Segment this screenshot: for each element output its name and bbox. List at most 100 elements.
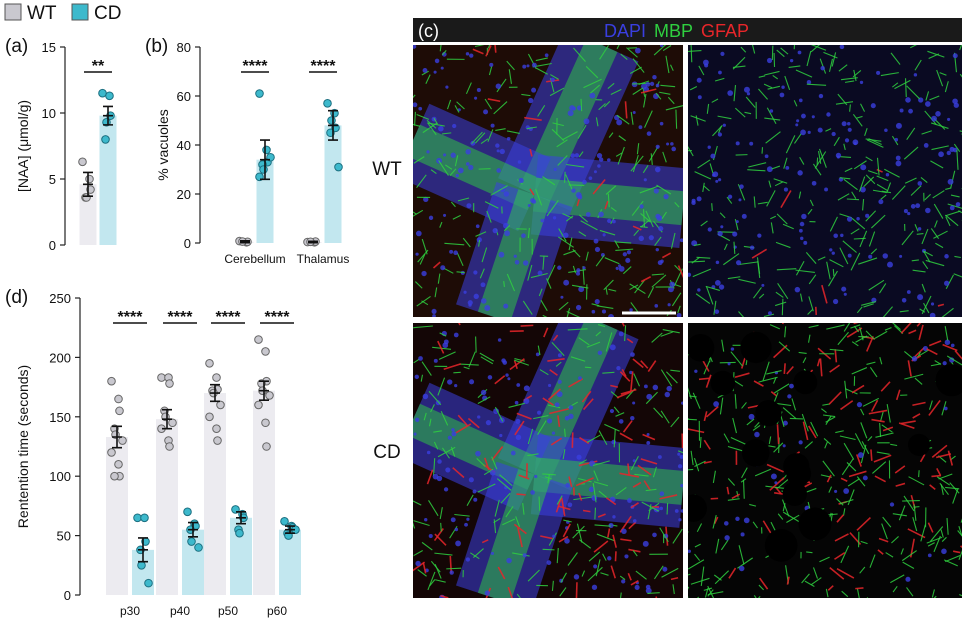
fiber [563, 250, 576, 256]
fiber [752, 521, 758, 529]
fiber [560, 497, 566, 517]
fiber [826, 261, 831, 280]
fiber [479, 268, 485, 279]
nucleus [743, 517, 750, 524]
fiber [707, 585, 715, 598]
fiber [593, 540, 609, 553]
fiber [599, 45, 609, 60]
fiber [581, 570, 586, 577]
fiber [882, 516, 892, 528]
data-point [137, 561, 146, 570]
nucleus [563, 232, 569, 239]
nucleus [660, 259, 664, 264]
fiber [421, 70, 429, 76]
fiber [957, 530, 962, 537]
nucleus [480, 298, 487, 304]
fiber [485, 587, 492, 598]
fiber [632, 358, 644, 369]
nucleus [526, 64, 530, 68]
nucleus [447, 435, 453, 440]
nucleus [514, 259, 520, 265]
fiber [459, 363, 479, 366]
fiber [782, 407, 797, 420]
nucleus [659, 491, 665, 497]
fiber [898, 505, 906, 521]
fiber [806, 551, 813, 554]
nucleus [696, 77, 702, 83]
fiber [906, 587, 914, 597]
nucleus [531, 87, 537, 93]
fiber [640, 360, 649, 369]
fiber [904, 177, 917, 184]
fiber [472, 48, 484, 55]
nucleus [761, 283, 765, 287]
nucleus [618, 419, 624, 424]
fiber [413, 520, 430, 526]
fiber [862, 397, 880, 407]
fiber [555, 361, 562, 367]
micrograph-content [688, 45, 962, 317]
fiber [605, 287, 608, 295]
nucleus [730, 347, 735, 351]
data-point [280, 517, 289, 526]
fiber [527, 569, 540, 582]
nucleus [882, 253, 888, 259]
fiber [941, 307, 954, 317]
nucleus [466, 203, 472, 209]
fiber [617, 146, 625, 165]
nucleus [789, 383, 794, 389]
fiber [838, 64, 848, 72]
fiber [868, 279, 885, 291]
fiber [903, 146, 919, 160]
fiber [585, 65, 599, 79]
fiber [879, 422, 882, 438]
fiber [835, 430, 844, 434]
nucleus [768, 311, 772, 316]
nucleus [612, 515, 616, 519]
nucleus [724, 535, 730, 541]
fiber [634, 279, 645, 294]
nucleus [853, 142, 857, 146]
fiber [833, 136, 840, 147]
fiber [914, 377, 923, 385]
fiber [547, 264, 556, 281]
fiber [773, 178, 788, 184]
nucleus [847, 127, 852, 132]
nucleus [944, 339, 951, 346]
nucleus [415, 230, 422, 237]
fiber [933, 535, 941, 553]
fiber [765, 485, 786, 490]
nucleus [645, 584, 651, 590]
fiber [598, 490, 607, 498]
fiber [867, 170, 878, 175]
fiber [506, 60, 515, 71]
micrograph-content [413, 323, 683, 598]
nucleus [889, 502, 895, 507]
nucleus [696, 196, 702, 202]
fiber [914, 59, 922, 71]
nucleus [576, 105, 583, 111]
fiber [739, 261, 759, 265]
nucleus [591, 584, 598, 590]
fiber [670, 232, 676, 249]
nucleus [551, 431, 556, 435]
nucleus [518, 177, 524, 184]
nucleus [517, 160, 522, 164]
nucleus [807, 130, 811, 134]
data-point [212, 373, 221, 382]
fiber [931, 589, 935, 598]
nucleus [583, 118, 590, 125]
nucleus [422, 393, 429, 400]
fiber [933, 203, 944, 219]
fiber [578, 459, 587, 465]
fiber [420, 374, 424, 382]
fiber [503, 225, 511, 232]
fiber [925, 91, 930, 101]
fiber [655, 92, 662, 100]
data-point [261, 347, 270, 356]
bar [324, 125, 342, 243]
fiber [665, 105, 683, 111]
nucleus [589, 92, 596, 99]
fiber [677, 305, 681, 314]
fiber [876, 157, 880, 176]
